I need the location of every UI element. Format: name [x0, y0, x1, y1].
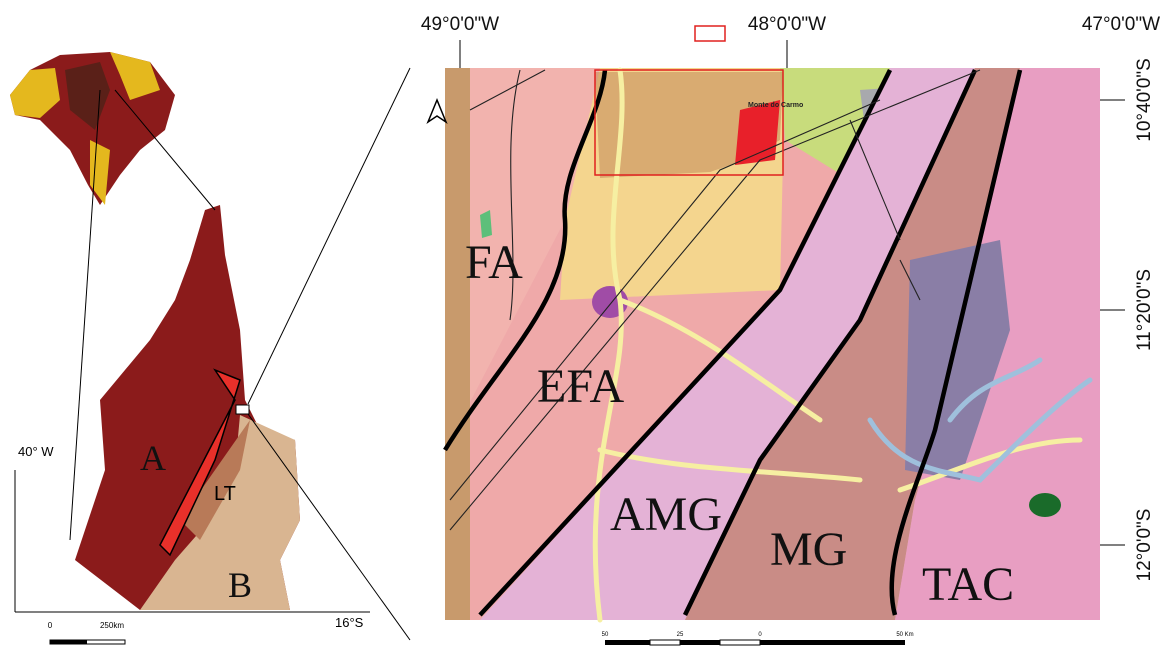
map-polygon — [445, 68, 470, 620]
scale-label: 25 — [677, 632, 684, 638]
town-label: Monte do Carmo — [748, 102, 803, 109]
latitude-label: 11°20'0"S — [1134, 269, 1155, 351]
inset-latitude: 16°S — [335, 615, 364, 630]
map-line — [248, 68, 410, 404]
map-ellipse — [1029, 493, 1061, 517]
inset-region: LT — [214, 483, 236, 505]
inset-region: B — [228, 565, 252, 605]
region-label: EFA — [537, 360, 624, 413]
latitude-label: 10°40'0"S — [1134, 58, 1155, 141]
region-label: TAC — [922, 558, 1014, 611]
map-polygon — [480, 210, 492, 238]
map-rect — [605, 640, 650, 645]
scale-label: 50 — [602, 632, 609, 638]
longitude-label: 48°0'0"W — [748, 14, 826, 35]
map-rect — [695, 26, 725, 41]
map-rect — [236, 405, 249, 414]
inset-longitude: 40° W — [18, 444, 54, 459]
map-rect — [650, 640, 680, 645]
map-polygon — [735, 100, 780, 165]
inset-scale-label: 250km — [100, 621, 124, 630]
scale-label: 50 Km — [896, 632, 913, 638]
inset-region: A — [140, 438, 166, 478]
map-rect — [720, 640, 760, 645]
inset-map — [10, 52, 410, 644]
map-rect — [680, 640, 720, 645]
map-figure: Monte do Carmo 50 25 0 50 Km 49°0'0"W 48… — [0, 0, 1165, 655]
region-label: FA — [465, 236, 523, 289]
region-label: AMG — [610, 488, 722, 541]
region-label: MG — [770, 523, 847, 576]
map-rect — [50, 640, 87, 644]
inset-scale-label: 0 — [48, 621, 53, 630]
longitude-label: 47°0'0"W — [1082, 14, 1160, 35]
scale-label: 0 — [758, 632, 762, 638]
map-path — [428, 100, 446, 122]
longitude-label: 49°0'0"W — [421, 14, 499, 35]
latitude-label: 12°0'0"S — [1134, 509, 1155, 582]
map-rect — [760, 640, 905, 645]
